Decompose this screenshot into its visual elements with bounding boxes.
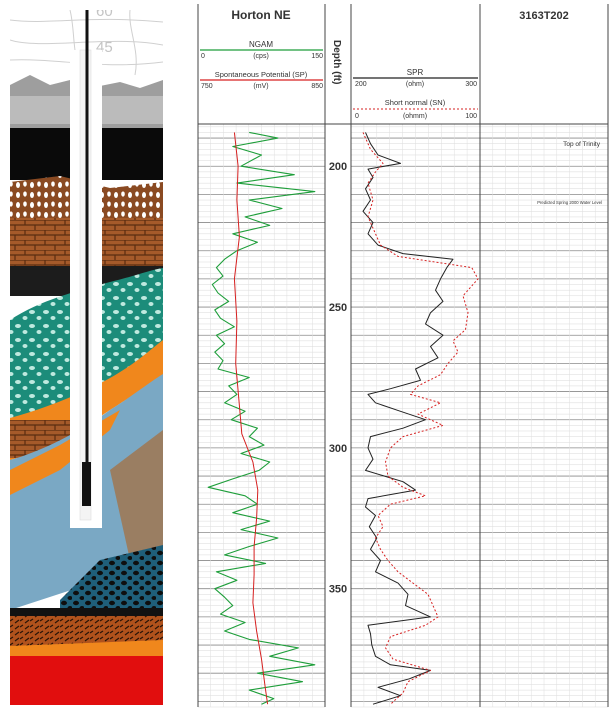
- log-grid: [198, 124, 608, 708]
- cobble-layer: [60, 545, 163, 612]
- sn-curve-label: Short normal (SN): [385, 98, 446, 107]
- well-name-title: Horton NE: [231, 8, 290, 22]
- orange-base-layer: [10, 640, 163, 660]
- log-panel: Horton NE NGAM 0 (cps) 150 Spontaneous P…: [197, 4, 609, 708]
- log-curves: [207, 131, 479, 705]
- depth-axis-label: Depth (ft): [331, 40, 342, 84]
- annotation-top-of-trinity: Top of Trinity: [563, 141, 601, 148]
- depth-tick-label: 350: [329, 584, 347, 596]
- sp-curve-label: Spontaneous Potential (SP): [215, 70, 308, 79]
- ngam-curve-label: NGAM: [249, 40, 273, 49]
- brown-fault-wedge: [110, 430, 163, 560]
- depth-tick-label: 200: [329, 161, 347, 173]
- depth-axis: 200 250 300 350: [329, 161, 347, 595]
- curve-spr: [362, 132, 454, 705]
- spr-unit: (ohm): [406, 81, 424, 88]
- annotation-water-level: Predicted Spring 2000 Water Level: [537, 200, 602, 205]
- sp-scale-min: 750: [201, 83, 213, 90]
- well-pipe: [85, 10, 89, 465]
- contour-label-upper: 60: [96, 3, 113, 20]
- spr-scale-max: 300: [465, 81, 477, 88]
- depth-tick-label: 250: [329, 302, 347, 314]
- well-screen: [82, 462, 91, 506]
- well-casing: [70, 10, 102, 528]
- ngam-unit: (cps): [253, 53, 269, 60]
- sn-scale-max: 100: [465, 113, 477, 120]
- curve-ngam: [207, 131, 316, 705]
- sp-unit: (mV): [253, 83, 268, 90]
- red-basement-layer: [10, 656, 163, 705]
- geologic-illustration: 60 45: [10, 3, 163, 705]
- ngam-scale-min: 0: [201, 53, 205, 60]
- sn-scale-min: 0: [355, 113, 359, 120]
- ngam-scale-max: 150: [311, 53, 323, 60]
- sn-unit: (ohmm): [403, 113, 427, 120]
- sp-scale-max: 850: [311, 83, 323, 90]
- depth-tick-label: 300: [329, 443, 347, 455]
- spr-curve-label: SPR: [407, 68, 424, 77]
- curve-spontaneous-potential-sp: [233, 132, 269, 705]
- well-id-title: 3163T202: [519, 10, 569, 22]
- spr-scale-min: 200: [355, 81, 367, 88]
- curve-short-normal-sn: [362, 132, 479, 705]
- black-band-lower: [10, 608, 163, 616]
